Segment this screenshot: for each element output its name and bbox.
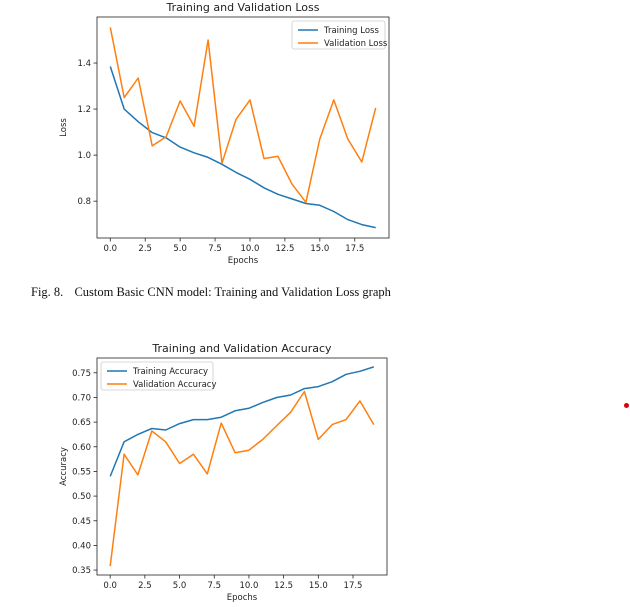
figure-caption: Fig. 8. Custom Basic CNN model: Training… — [31, 285, 611, 300]
x-tick-label: 17.5 — [345, 244, 364, 254]
red-dot-marker — [624, 403, 629, 408]
legend-entry: Training Loss — [323, 26, 379, 36]
x-tick-label: 10.0 — [239, 581, 258, 591]
x-tick-label: 7.5 — [208, 244, 222, 254]
x-tick-label: 17.5 — [344, 581, 363, 591]
y-tick-label: 0.70 — [72, 393, 91, 403]
y-tick-label: 0.75 — [72, 369, 91, 379]
x-tick-label: 2.5 — [138, 244, 152, 254]
y-tick-label: 0.45 — [72, 517, 91, 527]
plot-frame — [96, 357, 388, 576]
x-tick-label: 10.0 — [241, 244, 260, 254]
legend-box — [100, 361, 214, 391]
validation-loss-line — [109, 27, 377, 204]
chart-title: Training and Validation Accuracy — [151, 342, 332, 355]
x-tick-label: 15.0 — [309, 581, 328, 591]
y-tick-label: 1.2 — [77, 105, 91, 115]
chart-title: Training and Validation Loss — [165, 1, 319, 14]
y-tick-label: 0.8 — [77, 197, 91, 207]
x-tick-label: 15.0 — [310, 244, 329, 254]
legend-entry: Validation Accuracy — [133, 380, 216, 390]
legend-box — [291, 20, 386, 50]
x-tick-label: 5.0 — [173, 244, 187, 254]
x-tick-label: 12.5 — [275, 244, 294, 254]
y-tick-label: 1.4 — [77, 59, 91, 69]
training-accuracy-line — [109, 366, 375, 477]
x-tick-label: 0.0 — [103, 581, 117, 591]
y-axis-label: Loss — [59, 118, 69, 137]
x-tick-label: 0.0 — [104, 244, 118, 254]
x-tick-label: 2.5 — [138, 581, 152, 591]
y-tick-label: 1.0 — [77, 151, 91, 161]
plot-frame — [96, 16, 390, 239]
legend-entry: Training Accuracy — [132, 367, 208, 377]
validation-accuracy-line — [109, 390, 375, 567]
y-tick-label: 0.60 — [72, 443, 91, 453]
y-tick-label: 0.65 — [72, 418, 91, 428]
y-axis-label: Accuracy — [59, 447, 69, 486]
y-tick-label: 0.35 — [72, 566, 91, 576]
training-loss-line — [109, 66, 376, 229]
y-tick-label: 0.40 — [72, 541, 91, 551]
x-tick-label: 12.5 — [274, 581, 293, 591]
figure-caption-text: Custom Basic CNN model: Training and Val… — [74, 285, 391, 299]
figure-caption-label: Fig. 8. — [31, 285, 64, 299]
x-axis-label: Epochs — [227, 593, 258, 603]
legend-entry: Validation Loss — [324, 39, 388, 49]
x-axis-label: Epochs — [228, 256, 259, 266]
x-tick-label: 5.0 — [173, 581, 187, 591]
y-tick-label: 0.50 — [72, 492, 91, 502]
y-tick-label: 0.55 — [72, 467, 91, 477]
loss-chart: Training and Validation Loss 0.0 2.5 5.0 7.5… — [59, 1, 390, 266]
accuracy-chart: Training and Validation Accuracy 0.0 2.5 5.… — [59, 342, 388, 603]
x-tick-label: 7.5 — [207, 581, 221, 591]
